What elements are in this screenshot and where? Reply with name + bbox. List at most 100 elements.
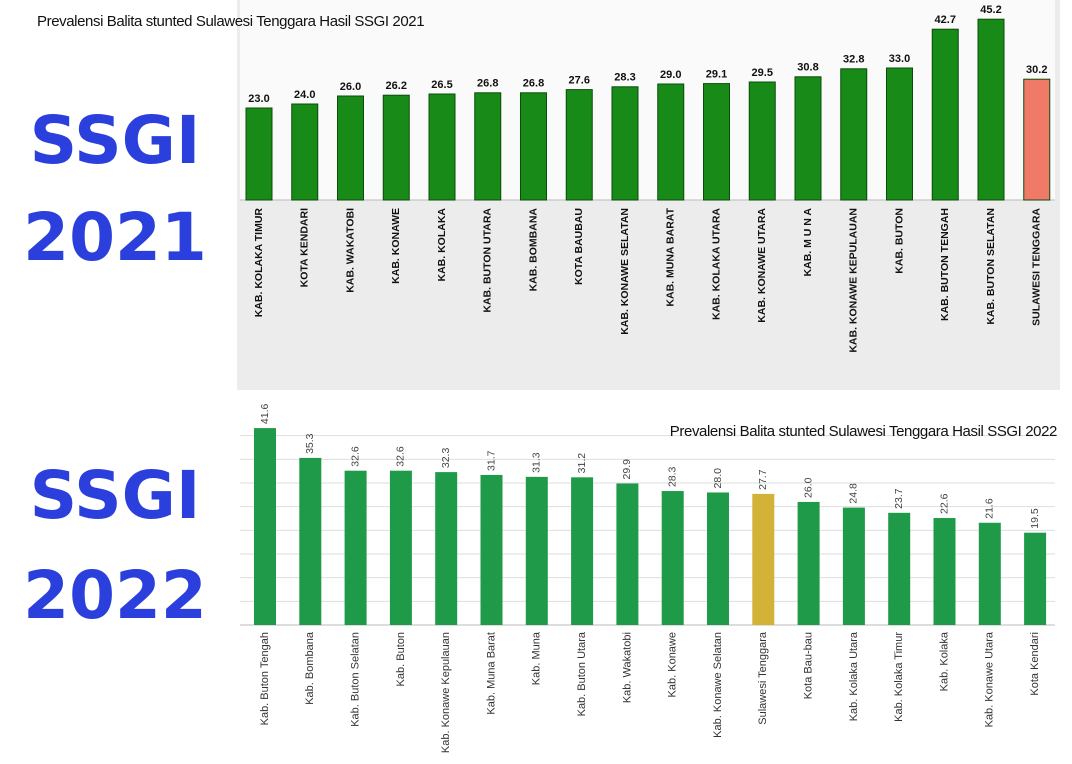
- bar: [1024, 532, 1047, 625]
- value-label: 31.2: [576, 453, 588, 474]
- x-tick-label: KAB. BUTON SELATAN: [985, 208, 997, 325]
- x-tick-label: Kota Bau-bau: [803, 632, 815, 699]
- bar: [933, 518, 956, 625]
- bar: [794, 76, 822, 201]
- bar: [428, 93, 456, 201]
- bar: [245, 107, 273, 201]
- x-tick-label: SULAWESI TENGGARA: [1031, 208, 1043, 326]
- bar: [886, 67, 913, 201]
- bar: [978, 522, 1001, 625]
- value-label: 32.6: [395, 446, 407, 467]
- bar: [480, 474, 503, 625]
- bar: [389, 470, 412, 625]
- bar: [657, 83, 685, 201]
- x-tick-label: KAB. KONAWE UTARA: [756, 208, 768, 323]
- x-tick-label: KAB. KONAWE KEPULAUAN: [848, 208, 860, 353]
- bar: [382, 94, 410, 201]
- value-label: 29.9: [621, 459, 633, 480]
- bar: [977, 18, 1005, 201]
- side-label: 2022: [23, 557, 207, 634]
- x-tick-label: KAB. KOLAKA: [436, 208, 448, 282]
- bar: [474, 92, 502, 201]
- bar: [435, 472, 458, 625]
- value-label: 28.0: [712, 468, 724, 489]
- bar: [344, 470, 367, 625]
- bar: [842, 507, 865, 625]
- x-tick-label: KAB. MUNA BARAT: [665, 207, 677, 306]
- x-tick-label: KOTA BAUBAU: [573, 208, 585, 285]
- panel-2022: [237, 405, 1060, 764]
- bar: [1023, 78, 1051, 201]
- x-tick-label: KAB. KONAWE: [390, 208, 402, 284]
- value-label: 32.6: [349, 446, 361, 467]
- value-label: 31.7: [485, 450, 497, 471]
- x-tick-label: KAB. BUTON TENGAH: [939, 208, 951, 321]
- value-label: 31.3: [531, 452, 543, 473]
- value-label: 26.8: [523, 78, 544, 90]
- x-tick-label: Kab. Konawe: [667, 632, 679, 697]
- bar: [611, 86, 639, 201]
- x-tick-label: Kab. Buton Tengah: [259, 632, 271, 725]
- value-label: 26.2: [386, 80, 407, 92]
- x-tick-label: Kab. Kolaka Utara: [848, 631, 860, 721]
- chart-title: Prevalensi Balita stunted Sulawesi Tengg…: [37, 13, 424, 30]
- plot-area-2021: [240, 0, 1055, 200]
- bar: [797, 501, 820, 625]
- side-label: SSGI: [30, 457, 201, 534]
- value-label: 32.3: [440, 448, 452, 469]
- bar: [337, 95, 364, 201]
- bar: [254, 428, 276, 625]
- x-tick-label: Kab. Kolaka Timur: [893, 632, 905, 722]
- x-tick-label: Kab. Bombana: [304, 631, 316, 705]
- value-label: 24.0: [294, 89, 315, 101]
- value-label: 41.6: [259, 403, 271, 424]
- x-tick-label: KAB. WAKATOBI: [344, 208, 356, 293]
- x-tick-label: Kab. Buton Selatan: [350, 632, 362, 727]
- x-tick-label: Kota Kendari: [1029, 632, 1041, 696]
- value-label: 23.0: [248, 93, 269, 105]
- value-label: 29.0: [660, 69, 681, 81]
- value-label: 26.0: [802, 477, 814, 498]
- value-label: 42.7: [935, 14, 956, 26]
- x-tick-label: KAB. M U N A: [802, 208, 814, 277]
- bar: [752, 493, 775, 625]
- x-tick-label: KAB. KOLAKA UTARA: [710, 208, 722, 320]
- bar: [707, 492, 729, 625]
- value-label: 27.7: [757, 469, 769, 490]
- x-tick-label: KAB. BUTON UTARA: [482, 208, 494, 313]
- x-tick-label: KAB. BOMBANA: [527, 208, 539, 292]
- x-tick-label: Sulawesi Tenggara: [757, 631, 769, 725]
- value-label: 33.0: [889, 53, 910, 65]
- bar: [291, 103, 319, 201]
- bar: [565, 89, 593, 201]
- x-tick-label: KAB. KOLAKA TIMUR: [253, 208, 265, 318]
- side-label: 2021: [23, 199, 207, 276]
- value-label: 26.0: [340, 81, 361, 93]
- value-label: 45.2: [980, 4, 1001, 16]
- value-label: 30.8: [797, 62, 818, 74]
- x-tick-label: Kab. Buton Utara: [576, 631, 588, 716]
- value-label: 29.1: [706, 69, 727, 81]
- bar: [520, 92, 547, 201]
- bar: [748, 81, 776, 201]
- value-label: 28.3: [666, 466, 678, 487]
- x-tick-label: Kab. Muna: [531, 631, 543, 685]
- bar: [299, 457, 322, 625]
- bar: [571, 477, 594, 625]
- x-tick-label: Kab. Wakatobi: [621, 632, 633, 703]
- x-tick-label: Kab. Buton: [395, 632, 407, 686]
- value-label: 26.8: [477, 78, 498, 90]
- bar: [931, 28, 959, 201]
- x-tick-label: KOTA KENDARI: [299, 208, 311, 287]
- chart-title: Prevalensi Balita stunted Sulawesi Tengg…: [670, 423, 1057, 440]
- value-label: 21.6: [984, 498, 996, 519]
- x-tick-label: Kab. Kolaka: [938, 631, 950, 691]
- value-label: 27.6: [569, 75, 590, 87]
- value-label: 23.7: [893, 488, 905, 509]
- bar: [616, 483, 639, 625]
- value-label: 19.5: [1029, 508, 1041, 529]
- x-tick-label: KAB. BUTON: [893, 208, 905, 274]
- bar: [888, 512, 911, 625]
- bar: [840, 68, 868, 201]
- bar: [661, 491, 684, 625]
